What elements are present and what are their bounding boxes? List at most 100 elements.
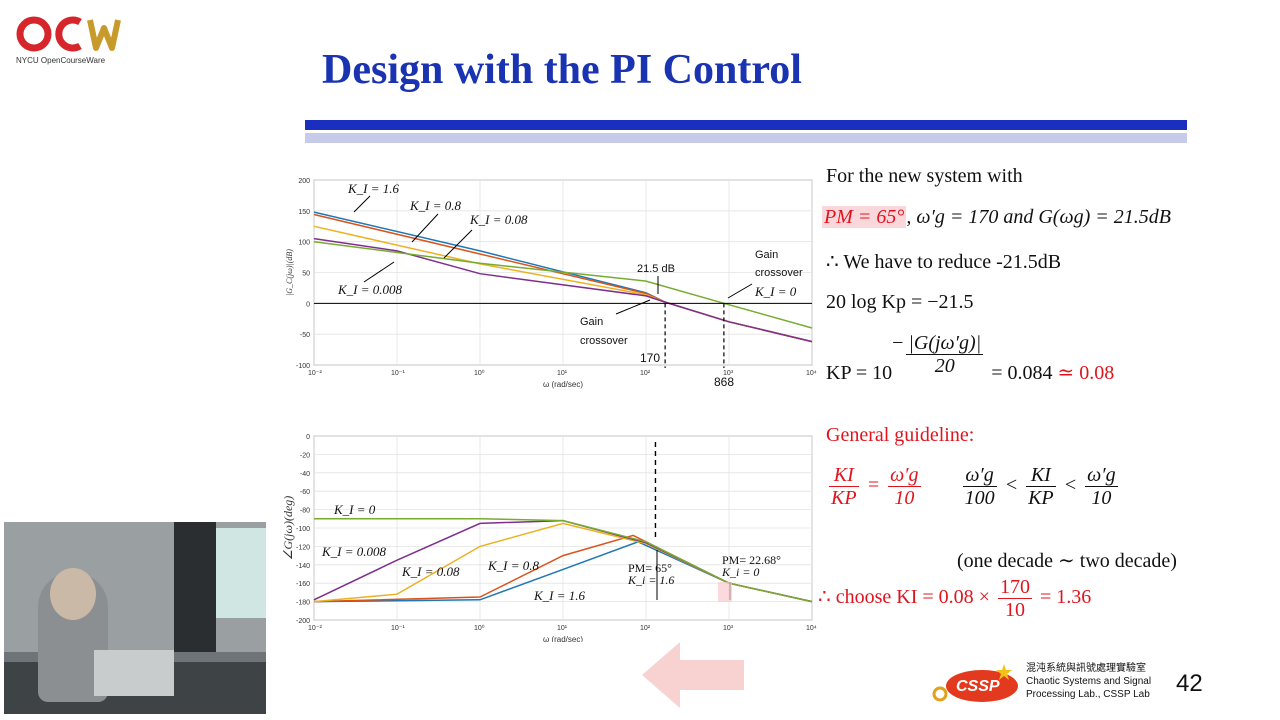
- choose-den: 10: [1004, 599, 1025, 621]
- x-tick-0-4: 10²: [640, 370, 651, 377]
- y-label-0: |G_C(jω)|(dB): [285, 249, 294, 296]
- label-top-ki-0-008: K_I = 0.008: [337, 282, 403, 297]
- x-tick-1-3: 10¹: [557, 625, 568, 632]
- y-label-1: ∠G(jω)(deg): [281, 496, 295, 561]
- page-number: 42: [1176, 670, 1203, 697]
- ptr-top-2: [411, 213, 439, 243]
- x-tick-1-2: 10⁰: [474, 624, 485, 632]
- x-tick-0-3: 10¹: [557, 370, 568, 377]
- series-1-KI_0: [314, 518, 813, 603]
- lecturer-head: [50, 568, 96, 620]
- eq-sign: =: [866, 474, 881, 497]
- choose-result: = 1.36: [1039, 586, 1092, 609]
- logo-subtitle: NYCU OpenCourseWare: [16, 56, 106, 65]
- y-tick-1-7: -140: [296, 563, 310, 570]
- x-tick-1-0: 10⁻²: [308, 625, 322, 632]
- kp-den: KP: [831, 487, 857, 509]
- back-arrow-icon[interactable]: [642, 642, 746, 708]
- cssp-logo-text: CSSP: [956, 678, 1000, 695]
- slide-title: Design with the PI Control: [322, 47, 802, 93]
- annotation-868: 868: [714, 375, 734, 389]
- kp-equation: KP = 10− |G(jω′g)| 20 = 0.084 ≃ 0.08: [826, 332, 1115, 384]
- kp-exponent: |G(jω′g)| 20: [906, 332, 984, 377]
- x-label-1: ω (rad/sec): [543, 635, 583, 642]
- title-bar-light: [305, 133, 1187, 143]
- annotation-ki-1-6: K_i = 1.6: [627, 573, 674, 587]
- kp-eq: = 0.084: [991, 362, 1053, 384]
- ineq-c-den: 10: [1091, 487, 1112, 509]
- ineq-b-num: KI: [1026, 464, 1056, 487]
- y-tick-0-5: -50: [300, 332, 310, 339]
- label-top-ki-1-6: K_I = 1.6: [347, 181, 400, 196]
- x-tick-1-5: 10³: [723, 625, 734, 632]
- lab-name-en1: Chaotic Systems and Signal: [1026, 676, 1152, 687]
- text-line3: ∴ We have to reduce -21.5dB: [826, 251, 1062, 273]
- ineq-a-den: 100: [964, 487, 995, 509]
- y-tick-0-6: -100: [296, 363, 310, 370]
- x-tick-0-0: 10⁻²: [308, 370, 322, 377]
- ineq-a-num: ω′g: [962, 464, 997, 487]
- y-tick-1-5: -100: [296, 526, 310, 533]
- y-tick-0-1: 150: [298, 209, 310, 216]
- y-tick-1-9: -180: [296, 600, 310, 607]
- y-tick-0-0: 200: [298, 178, 310, 185]
- text-line2-rest: , ω′g = 170 and G(ωg) = 21.5dB: [906, 206, 1171, 228]
- y-tick-0-3: 50: [302, 271, 310, 278]
- choose-ki: ∴ choose KI = 0.08 × 170 10 = 1.36: [818, 576, 1091, 621]
- video-panel: [174, 522, 216, 652]
- label-bot-ki-1-6: K_I = 1.6: [533, 588, 586, 603]
- bode-plots: 10⁻² 10⁻¹ 10⁰ 10¹ 10² 10³ 10⁴ 200 150 100 50 0 -50 -1…: [281, 178, 817, 642]
- label-top-ki-0-08: K_I = 0.08: [469, 212, 528, 227]
- kp-exp-num: |G(jω′g)|: [906, 332, 984, 355]
- ptr-top-3: [443, 229, 473, 259]
- ptr-top-4: [363, 261, 395, 283]
- lt-2: <: [1063, 474, 1078, 497]
- y-tick-0-2: 100: [298, 240, 310, 247]
- text-line2: PM = 65°, ω′g = 170 and G(ωg) = 21.5dB: [822, 206, 1171, 229]
- annotation-ki-0-top: K_I = 0: [754, 284, 797, 299]
- kp-lhs: KP = 10: [826, 362, 893, 384]
- label-bot-ki-0-8: K_I = 0.8: [487, 558, 540, 573]
- y-tick-1-4: -80: [300, 508, 310, 515]
- choose-text: ∴ choose KI = 0.08 ×: [818, 586, 990, 609]
- label-bot-ki-0: K_I = 0: [333, 502, 376, 517]
- label-top-ki-0-8: K_I = 0.8: [409, 198, 462, 213]
- text-line1: For the new system with: [826, 165, 1023, 187]
- kp-exp-den: 20: [934, 355, 955, 377]
- ocw-logo: [16, 16, 121, 52]
- choose-num: 170: [997, 576, 1032, 599]
- x-tick-0-5: 10³: [723, 370, 734, 377]
- ten-den: 10: [894, 487, 915, 509]
- label-bot-ki-0-08: K_I = 0.08: [401, 564, 460, 579]
- lab-name-en2: Processing Lab., CSSP Lab: [1026, 689, 1150, 700]
- annotation-170: 170: [640, 351, 660, 365]
- pm22-highlight: [718, 582, 732, 602]
- ptr-top-1: [353, 195, 371, 213]
- cssp-logo: CSSP: [932, 664, 1018, 702]
- guideline-formula: KI KP = ω′g 10 ω′g 100 < KI KP < ω′g 10: [826, 464, 1121, 509]
- lab-name-cn: 混沌系統與訊號處理實驗室: [1026, 663, 1146, 674]
- kp-approx: ≃ 0.08: [1057, 362, 1115, 384]
- x-label-0: ω (rad/sec): [543, 380, 583, 389]
- decade-note: (one decade ∼ two decade): [957, 550, 1177, 572]
- video-laptop: [94, 650, 174, 696]
- x-tick-1-1: 10⁻¹: [391, 625, 405, 632]
- wg-num: ω′g: [888, 464, 921, 487]
- y-tick-1-1: -20: [300, 452, 310, 459]
- guideline-left: KI KP = ω′g 10: [826, 464, 929, 509]
- title-bar-dark: [305, 120, 1187, 130]
- y-tick-1-3: -60: [300, 489, 310, 496]
- x-tick-1-6: 10⁴: [806, 625, 817, 632]
- series-0-KI_0_008: [313, 237, 813, 343]
- guideline-heading: General guideline:: [826, 424, 975, 446]
- x-tick-0-6: 10⁴: [806, 370, 817, 377]
- annotation-pm22: PM= 22.68°: [722, 553, 781, 567]
- ki-num: KI: [829, 464, 859, 487]
- y-tick-1-0: 0: [306, 434, 310, 441]
- y-tick-1-6: -120: [296, 544, 310, 551]
- lecturer-video[interactable]: [4, 522, 266, 714]
- y-tick-1-2: -40: [300, 471, 310, 478]
- ineq-b-den: KP: [1028, 487, 1054, 509]
- y-tick-0-4: 0: [306, 301, 310, 308]
- annotation-21-5db: 21.5 dB: [637, 263, 675, 275]
